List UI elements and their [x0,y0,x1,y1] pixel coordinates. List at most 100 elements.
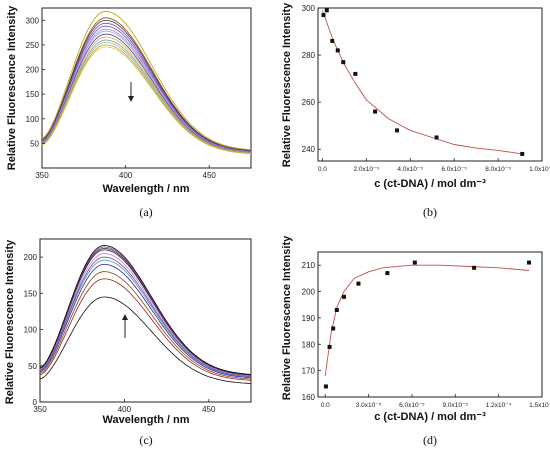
y-tick-label-b: 240 [302,145,316,154]
x-axis-label-a: Wavelength / nm [103,183,190,195]
spectrum-line-c [39,278,252,381]
data-point-d [356,281,361,286]
spectrum-line-c [39,249,252,376]
spectrum-line-a [41,46,252,155]
x-axis-label-c: Wavelength / nm [103,414,190,426]
plot-frame-c [39,238,252,403]
x-tick-label-d: 0.0 [321,402,330,409]
data-point-b [395,128,400,133]
y-tick-label-d: 210 [302,261,316,270]
data-point-b [330,38,335,43]
spectrum-line-a [41,22,252,152]
spectrum-line-a [41,39,252,154]
data-point-b [321,13,326,18]
y-tick-label-a: 300 [26,16,40,25]
y-tick-label-c: 200 [24,253,38,262]
panel-d: 0.0 3.0x10⁻⁵ 6.0x10⁻⁵ 9.0x10⁻⁵ 1.2x10⁻⁴ 1.5x1… [281,235,550,447]
y-tick-label-d: 170 [302,367,316,376]
spectrum-line-a [41,42,252,154]
y-axis-label-b: Relative Fluorescence Intensity [281,2,293,167]
data-point-b [353,71,358,76]
x-axis-label-d: c (ct-DNA) / mol dm⁻³ [374,411,486,423]
data-point-b [324,8,329,13]
spectrum-line-a [41,19,252,152]
spectrum-line-a [41,10,252,151]
panel-c: 350 400 450 0 50 100 150 200 Wavelength / nm Re… [4,238,252,447]
points-group-d [323,260,531,389]
data-point-d [385,271,390,276]
x-tick-label-b: 4.0x10⁻⁵ [397,166,423,173]
fit-line-group-d [324,264,530,376]
y-tick-label-a: 100 [26,115,40,124]
ticks-group-a: 350 400 450 50 100 150 200 250 300 [26,16,217,180]
spectrum-line-c [39,245,252,375]
x-tick-label-b: 6.0x10⁻⁵ [441,166,467,173]
data-point-d [412,260,417,265]
x-tick-label-c: 400 [118,405,132,414]
y-tick-label-d: 200 [302,288,316,297]
spectrum-line-c [39,264,252,379]
ticks-group-b: 0.0 2.0x10⁻⁵ 4.0x10⁻⁵ 6.0x10⁻⁵ 8.0x10⁻⁵ 1.0x1… [302,4,550,173]
x-tick-label-c: 350 [33,405,47,414]
up-arrow [122,314,128,338]
data-point-d [526,260,531,265]
y-tick-label-c: 150 [24,289,38,298]
data-point-d [331,326,336,331]
spectrum-line-c [39,259,252,378]
x-tick-label-a: 400 [119,171,133,180]
panel-a: 350 400 450 50 100 150 200 250 300 Wavelength / … [6,5,252,219]
x-tick-label-a: 350 [35,171,49,180]
spectrum-line-c [39,271,252,380]
panel-label-a: (a) [139,205,152,219]
spectrum-line-a [41,33,252,153]
x-tick-label-d: 6.0x10⁻⁵ [399,402,425,409]
series-group-a [41,10,252,155]
x-tick-label-b: 8.0x10⁻⁵ [485,166,511,173]
x-tick-label-b: 2.0x10⁻⁵ [353,166,379,173]
plot-frame-d [317,251,543,398]
data-point-b [335,48,340,53]
data-point-d [323,384,328,389]
spectrum-line-c [39,253,252,377]
y-tick-label-b: 260 [302,98,316,107]
y-axis-label-a: Relative Fluorescence Intensity [6,5,18,170]
x-tick-label-d: 1.5x10⁻⁴ [529,402,550,409]
x-tick-label-b: 0.0 [318,166,327,173]
data-point-b [520,151,525,156]
x-tick-label-a: 450 [203,171,217,180]
y-tick-label-c: 0 [33,398,38,407]
data-point-b [341,60,346,65]
spectrum-line-c [39,256,252,377]
data-point-d [342,294,347,299]
y-tick-label-d: 190 [302,314,316,323]
spectrum-line-a [41,30,252,153]
y-tick-label-a: 50 [30,139,39,148]
y-axis-label-d: Relative Fluorescence Intensity [281,235,293,400]
fit-line-group-b [321,10,523,155]
y-axis-label-c: Relative Fluorescence Intensity [4,239,16,404]
plot-frame-a [41,7,252,169]
panel-label-d: (d) [423,433,437,447]
y-tick-label-b: 300 [302,4,316,13]
fit-line-b [321,10,523,155]
fit-line-d [324,264,530,376]
panel-b: 0.0 2.0x10⁻⁵ 4.0x10⁻⁵ 6.0x10⁻⁵ 8.0x10⁻⁵ 1.0x1… [281,2,550,219]
y-tick-label-d: 180 [302,340,316,349]
plot-frame-b [317,7,543,162]
panel-label-c: (c) [139,433,152,447]
y-tick-label-d: 160 [302,393,316,402]
spectrum-line-c [39,296,252,384]
x-tick-label-d: 9.0x10⁻⁵ [442,402,468,409]
y-tick-label-a: 150 [26,90,40,99]
x-tick-label-d: 1.2x10⁻⁴ [486,402,512,409]
data-point-b [373,109,378,114]
ticks-group-d: 0.0 3.0x10⁻⁵ 6.0x10⁻⁵ 9.0x10⁻⁵ 1.2x10⁻⁴ 1.5x1… [302,261,550,409]
x-tick-label-c: 450 [202,405,216,414]
y-tick-label-a: 200 [26,66,40,75]
x-axis-label-b: c (ct-DNA) / mol dm⁻³ [374,178,486,190]
spectrum-line-a [41,25,252,152]
data-point-b [434,135,439,140]
ticks-group-c: 350 400 450 0 50 100 150 200 [24,253,216,414]
points-group-b [321,8,525,156]
